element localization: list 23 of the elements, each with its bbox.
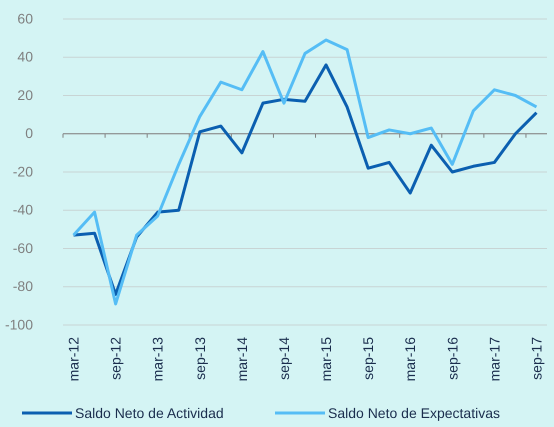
x-tick-label: sep-14: [276, 336, 292, 380]
x-tick-label: sep-15: [360, 336, 376, 380]
y-tick-label: -20: [12, 163, 34, 180]
y-tick-label: 40: [17, 48, 34, 65]
y-tick-label: -80: [12, 278, 34, 294]
x-tick-label: mar-17: [486, 336, 502, 382]
x-tick-label: sep-17: [528, 336, 544, 380]
legend-label: Saldo Neto de Expectativas: [328, 405, 500, 421]
y-tick-label: -100: [4, 316, 34, 332]
x-tick-label: mar-15: [318, 336, 334, 382]
y-tick-label: 60: [17, 10, 34, 26]
y-tick-label: 20: [17, 86, 34, 103]
x-tick-label: mar-16: [402, 336, 418, 382]
x-tick-label: sep-13: [192, 336, 208, 380]
x-tick-label: sep-16: [444, 336, 460, 380]
x-tick-label: mar-13: [150, 336, 166, 382]
y-tick-label: -40: [12, 202, 34, 218]
x-tick-label: mar-14: [234, 336, 250, 382]
y-tick-label: 0: [25, 125, 34, 142]
x-tick-label: sep-12: [108, 336, 124, 380]
x-tick-label: mar-12: [66, 336, 82, 382]
y-tick-label: -60: [12, 240, 34, 256]
legend-label: Saldo Neto de Actividad: [75, 405, 224, 421]
